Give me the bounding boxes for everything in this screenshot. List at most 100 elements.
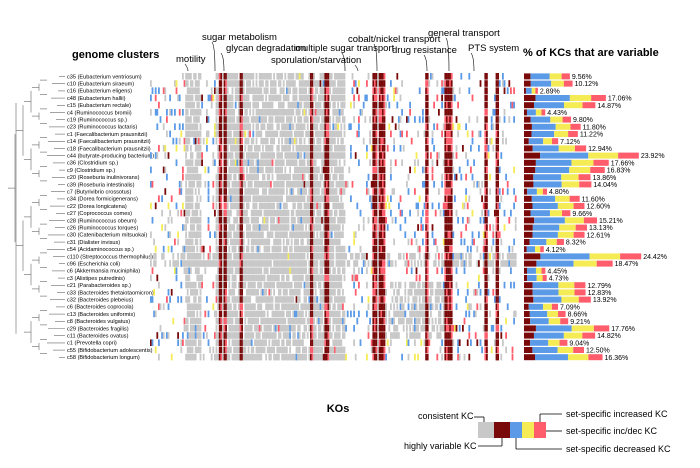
heat-cell (444, 310, 447, 318)
heat-cell (303, 281, 306, 289)
heat-cell (241, 296, 243, 303)
heat-cell (407, 173, 410, 181)
heat-cell (514, 260, 517, 267)
heat-cell (318, 181, 320, 188)
heat-cell (338, 303, 341, 310)
heat-cell (335, 339, 338, 346)
heat-cell (319, 109, 322, 116)
row-label: c39 (Roseburia intestinalis) (67, 182, 135, 188)
heat-cell (241, 195, 243, 202)
heat-cell (514, 253, 517, 260)
heat-cell (188, 166, 191, 174)
heat-cell (233, 217, 235, 224)
heat-cell (276, 145, 279, 152)
heat-cell (265, 267, 267, 274)
heat-cell (282, 274, 285, 282)
heat-cell (383, 101, 386, 109)
heat-cell (439, 325, 442, 332)
heat-cell (270, 325, 272, 332)
heat-cell (426, 202, 429, 210)
heat-cell (238, 231, 240, 238)
heat-cell (305, 166, 307, 174)
heat-cell (513, 116, 515, 123)
heat-cell (252, 253, 255, 260)
heat-cell (260, 346, 263, 354)
heat-cell (295, 238, 298, 246)
heat-cell (281, 317, 283, 325)
heat-cell (468, 303, 471, 310)
heat-cell (391, 332, 394, 339)
heat-cell (366, 281, 368, 289)
heat-cell (505, 346, 507, 354)
heat-cell (446, 166, 448, 174)
heat-cell (190, 166, 192, 174)
heat-cell (290, 116, 293, 123)
heat-cell (450, 281, 453, 289)
heat-cell (334, 296, 336, 303)
heat-cell (465, 224, 467, 231)
heat-cell (271, 346, 274, 354)
heat-cell (289, 260, 291, 267)
heat-cell (297, 296, 299, 303)
heat-cell (214, 353, 216, 361)
heat-cell (186, 281, 189, 289)
heat-cell (383, 181, 386, 188)
heat-cell (410, 317, 413, 325)
heat-cell (370, 267, 373, 274)
heat-cell (198, 346, 200, 354)
heat-cell (236, 209, 239, 217)
heat-cell (449, 238, 451, 246)
heat-cell (266, 296, 269, 303)
heat-cell (188, 339, 191, 346)
heat-cell (268, 332, 271, 339)
heat-cell (295, 159, 298, 166)
heat-cell (447, 267, 450, 274)
heat-cell (438, 260, 440, 267)
heat-cell (244, 346, 247, 354)
heat-cell (303, 353, 306, 361)
variable-kc-bar-segment (524, 102, 534, 109)
heat-cell (436, 267, 439, 274)
heat-cell (351, 274, 354, 282)
heat-cell (238, 332, 240, 339)
heat-cell (206, 260, 208, 267)
heat-cell (254, 217, 256, 224)
heat-cell (278, 217, 280, 224)
heat-cell (233, 332, 235, 339)
heat-cell (382, 238, 384, 246)
heat-cell (193, 245, 195, 253)
heat-cell (444, 353, 447, 361)
heat-cell (439, 209, 442, 217)
heat-cell (390, 260, 392, 267)
heat-cell (279, 217, 282, 224)
heat-cell (230, 224, 232, 231)
heat-cell (310, 310, 312, 318)
heat-cell (266, 159, 269, 166)
heat-cell (338, 181, 341, 188)
heat-cell (188, 101, 191, 109)
heat-cell (410, 253, 413, 260)
ko-heatmap (150, 73, 517, 361)
heat-cell (382, 145, 384, 152)
heat-cell (271, 274, 274, 282)
heat-cell (426, 224, 429, 231)
heat-cell (210, 94, 213, 102)
heat-cell (334, 94, 336, 102)
heat-cell (225, 173, 227, 181)
heat-cell (270, 303, 272, 310)
heat-cell (335, 109, 338, 116)
heat-cell (327, 245, 330, 253)
heat-cell (385, 289, 387, 296)
heat-cell (390, 159, 392, 166)
heat-cell (449, 289, 451, 296)
heat-cell (276, 116, 279, 123)
heat-cell (225, 73, 227, 80)
heat-cell (321, 159, 323, 166)
heat-cell (265, 166, 267, 174)
heat-cell (314, 303, 317, 310)
heat-cell (382, 296, 384, 303)
heat-cell (247, 181, 250, 188)
heat-cell (191, 346, 194, 354)
heat-cell (271, 303, 274, 310)
heat-cell (249, 101, 251, 109)
